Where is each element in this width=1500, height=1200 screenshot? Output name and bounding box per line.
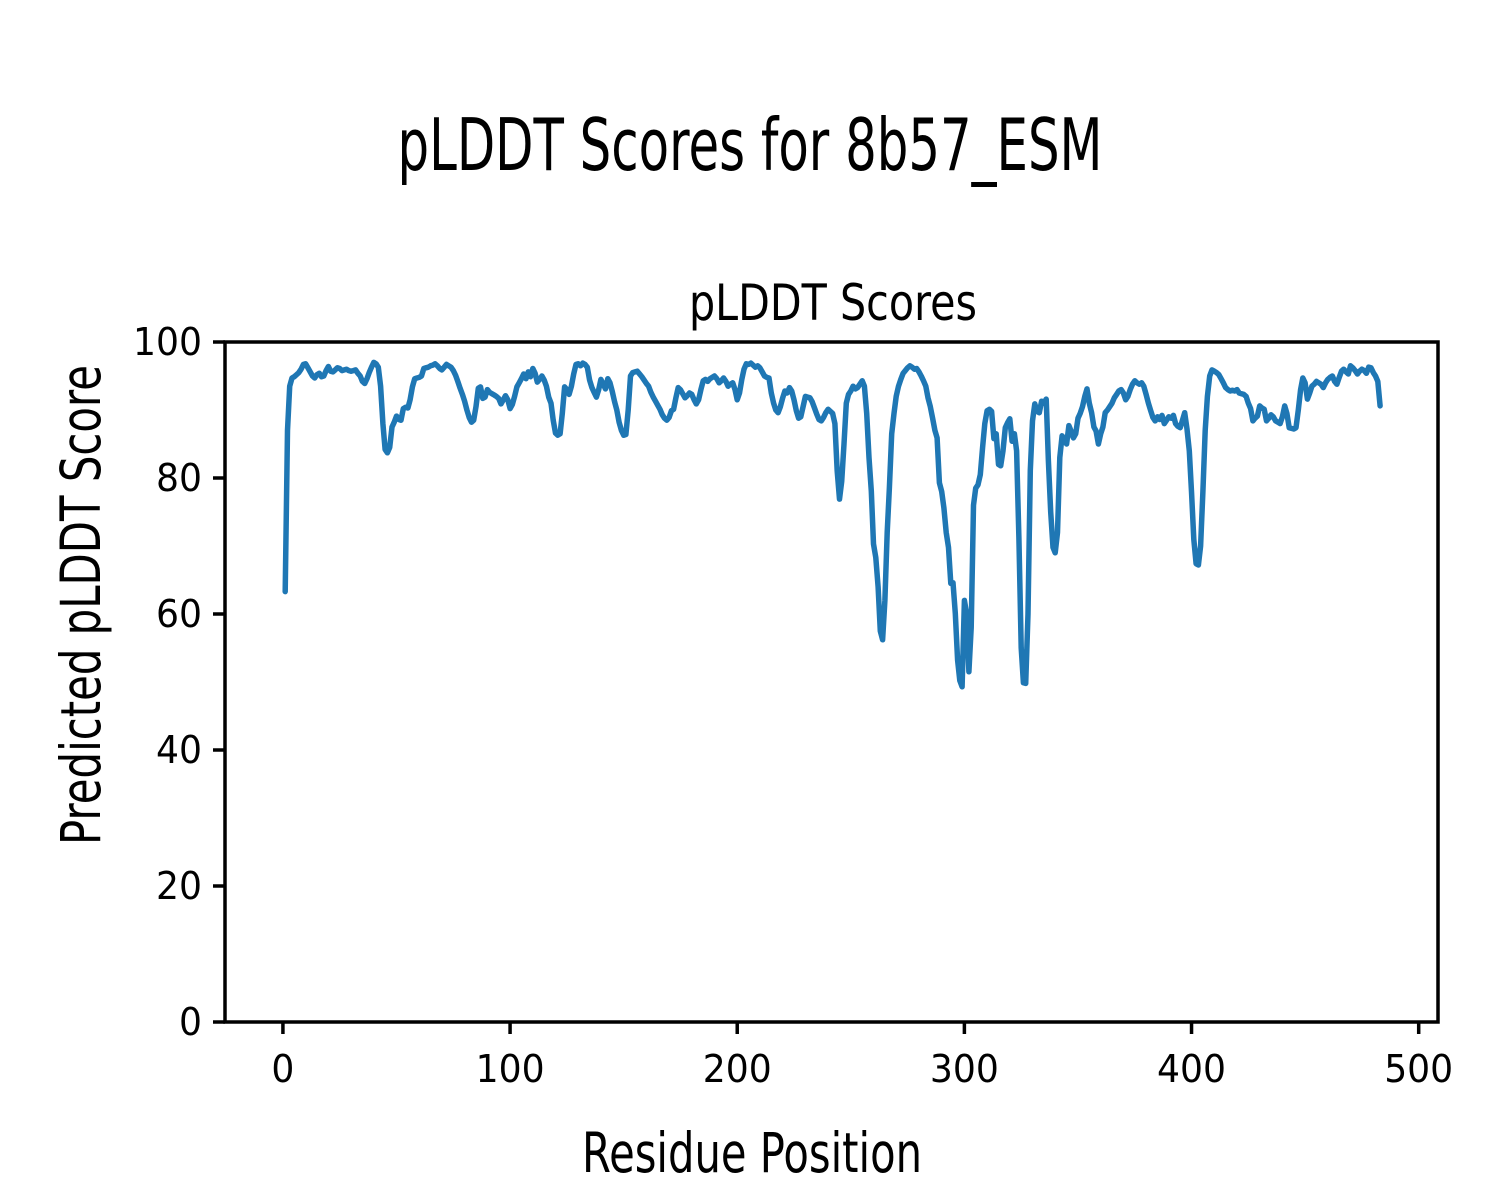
- y-tick-label: 80: [156, 456, 202, 500]
- y-axis-label: Predicted pLDDT Score: [49, 365, 113, 845]
- y-tick-label: 0: [179, 1000, 202, 1044]
- x-tick-label: 500: [1384, 1047, 1453, 1091]
- x-axis-label: Residue Position: [582, 1121, 922, 1185]
- y-tick-label: 60: [156, 592, 202, 636]
- y-tick-label: 100: [133, 320, 202, 364]
- plddt-line-series: [282, 359, 1383, 690]
- x-tick-label: 100: [476, 1047, 545, 1091]
- y-tick-label: 40: [156, 728, 202, 772]
- x-tick-label: 300: [930, 1047, 999, 1091]
- y-axis-ticks: 0 20 40 60 80 100: [133, 320, 225, 1044]
- x-tick-label: 0: [271, 1047, 294, 1091]
- x-tick-label: 400: [1157, 1047, 1226, 1091]
- axes-frame: [223, 340, 1440, 1024]
- x-tick-label: 200: [703, 1047, 772, 1091]
- figure-title: pLDDT Scores for 8b57_ESM: [398, 103, 1103, 187]
- x-axis-ticks: 0 100 200 300 400 500: [271, 1022, 1453, 1091]
- y-tick-label: 20: [156, 864, 202, 908]
- axes-title: pLDDT Scores: [689, 274, 977, 332]
